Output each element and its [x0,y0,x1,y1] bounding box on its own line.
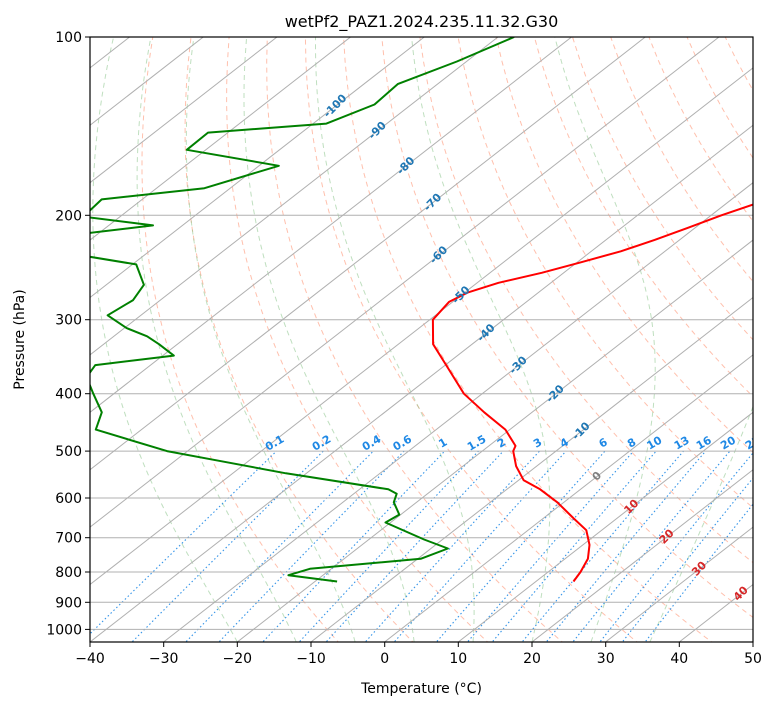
axes: −40 −30 −20 −10 0 10 20 30 40 50 100 200 300 400 500 60… [46,30,762,667]
dry-adiabat [572,37,753,341]
profile-series [90,37,753,583]
y-tick-label: 600 [55,491,82,507]
moist-adiabat [411,37,551,642]
y-tick-label: 500 [55,444,82,460]
mixing-ratio-line [298,450,479,642]
mixing-ratio-line [325,450,504,642]
x-tick-label: 10 [449,651,467,667]
mixing-ratio-line [435,450,606,642]
x-axis-label: Temperature (°C) [360,681,482,697]
isotherm-line [90,37,499,356]
moist-adiabat [185,37,356,642]
mixing-ratio-line [572,450,731,642]
isotherm-line [90,37,720,528]
dry-adiabat [226,37,489,642]
y-tick-label: 200 [55,208,82,224]
mixing-ratio-line [599,452,753,642]
temperature-profile [431,203,753,583]
moist-adiabat [649,405,753,642]
isotherm-line [90,37,426,299]
isotherm-line [383,354,753,642]
mixing-ratio-label: 25 [743,434,763,453]
isotherm-line [90,37,573,413]
mixing-ratio-line [90,450,277,635]
moist-adiabat [315,37,475,642]
x-tick-label: −10 [296,651,326,667]
isotherm-line [531,469,753,642]
mixing-ratio-line [621,477,753,642]
dry-adiabat [457,37,753,509]
y-tick-label: 300 [55,313,82,329]
mixing-ratio-line [393,450,567,642]
chart-title: wetPf2_PAZ1.2024.235.11.32.G30 [285,12,559,32]
x-tick-label: 20 [523,651,541,667]
dewpoint-profile [90,37,515,583]
y-tick-label: 100 [55,30,82,46]
dry-adiabat [381,37,753,619]
x-tick-label: 40 [670,651,688,667]
x-tick-label: −30 [149,651,179,667]
x-tick-label: −20 [223,651,253,667]
moist-adiabat [92,37,238,642]
x-tick-label: 30 [597,651,615,667]
isotherm-line [310,296,753,642]
isotherm-line [90,37,278,184]
plot-frame [89,36,754,643]
isotherm-line [90,37,647,471]
isotherm-line [236,239,753,642]
dry-adiabat [533,37,753,398]
x-tick-label: 50 [744,651,762,667]
mixing-ratio-line [466,450,634,642]
mixing-ratio-line [218,450,405,642]
y-tick-label: 800 [55,565,82,581]
isotherm-line [90,67,753,586]
isobar-lines [90,37,753,630]
y-axis-label: Pressure (hPa) [12,289,28,389]
y-tick-label: 900 [55,595,82,611]
dry-adiabat [266,37,564,642]
y-tick-label: 700 [55,531,82,547]
mixing-ratio-lines [90,450,753,642]
moist-adiabat [554,37,656,642]
isotherm-line [604,526,753,642]
x-tick-label: 0 [380,651,389,667]
y-tick-label: 1000 [46,622,82,638]
mixing-ratio-line [131,450,324,642]
dry-adiabat [419,37,753,564]
dry-adiabat [495,37,753,454]
mixing-ratio-line [491,450,657,642]
moist-adiabat [136,37,297,642]
isotherm-line [90,124,753,642]
y-tick-label: 400 [55,387,82,403]
isotherm-line [162,182,753,642]
isotherm-line [90,37,352,241]
mixing-ratio-line [185,450,374,642]
x-tick-label: −40 [75,651,105,667]
